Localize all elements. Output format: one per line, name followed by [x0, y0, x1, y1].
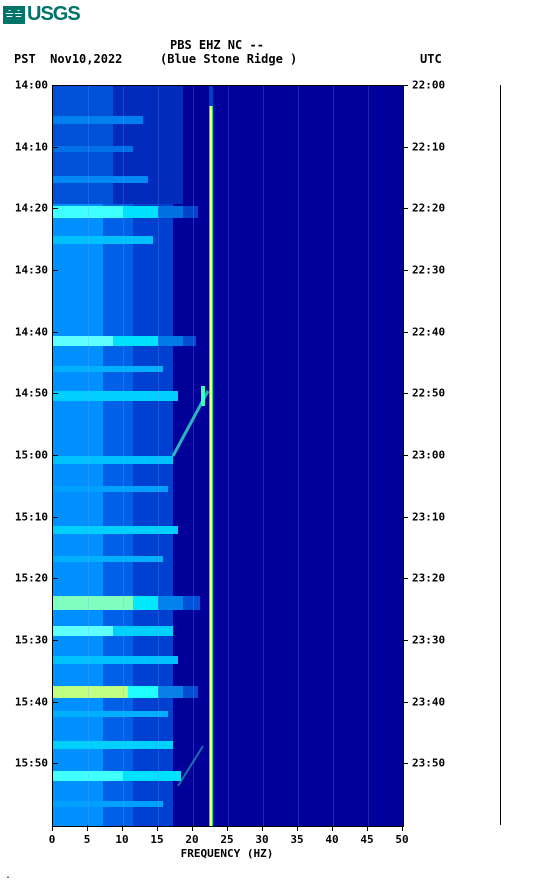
x-tick: 10 — [115, 833, 128, 846]
y-tick-right: 23:50 — [412, 757, 445, 770]
y-tick-left: 15:40 — [15, 695, 48, 708]
header-left: PST Nov10,2022 — [14, 52, 122, 66]
y-tick-left: 14:10 — [15, 140, 48, 153]
y-tick-left: 14:40 — [15, 325, 48, 338]
grid-line — [123, 86, 124, 826]
y-tick-left: 15:50 — [15, 757, 48, 770]
y-axis-left: 14:0014:1014:2014:3014:4014:5015:0015:10… — [0, 85, 52, 825]
y-axis-right: 22:0022:1022:2022:3022:4022:5023:0023:10… — [402, 85, 462, 825]
y-tick-right: 22:20 — [412, 202, 445, 215]
y-tick-right: 23:30 — [412, 634, 445, 647]
x-tick: 5 — [84, 833, 91, 846]
x-tick: 30 — [255, 833, 268, 846]
tz-left: PST — [14, 52, 36, 66]
station-title: PBS EHZ NC -- — [170, 38, 264, 52]
grid-line — [228, 86, 229, 826]
grid-line — [333, 86, 334, 826]
x-tick: 50 — [395, 833, 408, 846]
grid-line — [158, 86, 159, 826]
x-tick: 35 — [290, 833, 303, 846]
colorbar — [500, 85, 505, 825]
grid-line — [298, 86, 299, 826]
y-tick-right: 23:10 — [412, 510, 445, 523]
y-tick-right: 23:00 — [412, 449, 445, 462]
y-tick-left: 14:20 — [15, 202, 48, 215]
y-tick-right: 22:30 — [412, 264, 445, 277]
y-tick-right: 23:40 — [412, 695, 445, 708]
x-tick: 15 — [150, 833, 163, 846]
x-tick: 0 — [49, 833, 56, 846]
location: (Blue Stone Ridge ) — [160, 52, 297, 66]
y-tick-left: 14:00 — [15, 79, 48, 92]
x-axis-label: FREQUENCY (HZ) — [181, 847, 274, 860]
y-tick-right: 23:20 — [412, 572, 445, 585]
grid-line — [368, 86, 369, 826]
wave-icon — [3, 6, 25, 24]
y-tick-left: 15:10 — [15, 510, 48, 523]
y-tick-left: 15:00 — [15, 449, 48, 462]
footer-mark: . — [5, 870, 11, 881]
y-tick-right: 22:40 — [412, 325, 445, 338]
y-tick-left: 14:30 — [15, 264, 48, 277]
y-tick-left: 15:30 — [15, 634, 48, 647]
x-tick: 45 — [360, 833, 373, 846]
x-tick: 25 — [220, 833, 233, 846]
y-tick-right: 22:50 — [412, 387, 445, 400]
y-tick-left: 14:50 — [15, 387, 48, 400]
x-axis: FREQUENCY (HZ) 05101520253035404550 — [52, 825, 402, 865]
grid-line — [88, 86, 89, 826]
y-tick-right: 22:10 — [412, 140, 445, 153]
x-tick: 40 — [325, 833, 338, 846]
x-tick: 20 — [185, 833, 198, 846]
spectrogram-plot — [52, 85, 404, 827]
tz-right: UTC — [420, 52, 442, 66]
y-tick-left: 15:20 — [15, 572, 48, 585]
date: Nov10,2022 — [50, 52, 122, 66]
usgs-logo: USGS — [3, 3, 80, 26]
logo-text: USGS — [27, 3, 80, 26]
grid-line — [263, 86, 264, 826]
y-tick-right: 22:00 — [412, 79, 445, 92]
grid-line — [193, 86, 194, 826]
